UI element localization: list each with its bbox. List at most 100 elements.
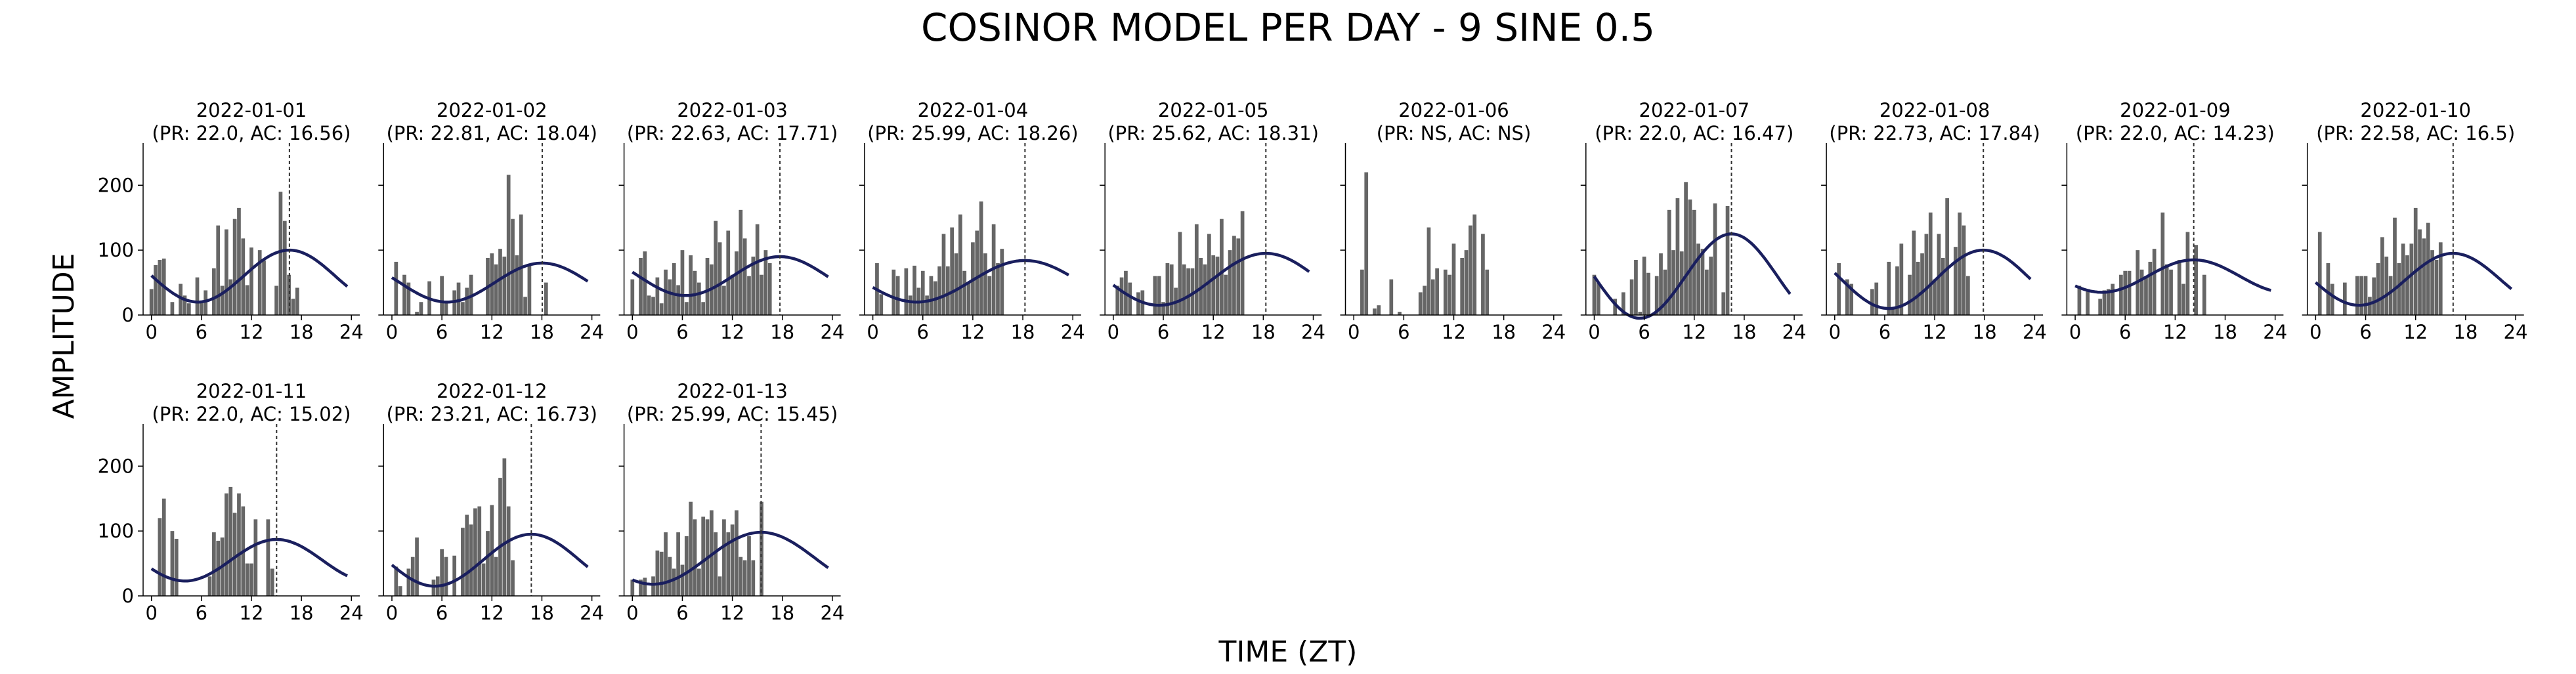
bar — [253, 519, 258, 596]
bar — [1642, 257, 1646, 315]
bar — [2148, 261, 2153, 315]
bar — [469, 524, 473, 596]
bar — [672, 263, 676, 315]
bar — [1891, 307, 1895, 315]
bar — [1870, 289, 1874, 315]
cosinor-fit-line — [2074, 258, 2271, 294]
x-tick-label: 18 — [770, 602, 794, 624]
panel: 2022-01-13(PR: 25.99, AC: 15.45) 0 6 12 18 24 — [618, 380, 844, 624]
bar — [1451, 243, 1456, 315]
bar — [511, 219, 515, 315]
x-tick-label: 0 — [386, 602, 398, 624]
bar — [174, 538, 179, 596]
bar — [676, 532, 680, 596]
panel-stats: (PR: 25.99, AC: 15.45) — [627, 403, 838, 425]
bar — [1596, 282, 1600, 315]
panel-date: 2022-01-03 — [677, 99, 788, 121]
cosinor-fit-line — [632, 255, 829, 297]
x-tick-label: 6 — [1157, 321, 1169, 343]
cosinor-fit-line — [872, 259, 1069, 304]
bar — [2405, 255, 2409, 315]
figure-title: COSINOR MODEL PER DAY - 9 SINE 0.5 — [921, 5, 1655, 50]
bar — [220, 285, 225, 315]
bar — [693, 519, 697, 596]
x-tick-label: 0 — [1829, 321, 1841, 343]
x-tick-label: 6 — [196, 602, 207, 624]
bar — [1186, 268, 1190, 315]
panel-date: 2022-01-08 — [1879, 99, 1990, 121]
bar — [502, 257, 507, 315]
bar — [527, 264, 532, 315]
bar — [651, 297, 655, 315]
bar — [2397, 263, 2401, 315]
bar — [444, 303, 448, 315]
x-tick-label: 18 — [1732, 321, 1757, 343]
bar — [237, 207, 241, 315]
bar — [245, 563, 249, 596]
bar — [519, 214, 523, 315]
bar — [684, 536, 689, 596]
bar — [1953, 247, 1958, 315]
bar — [996, 263, 1000, 315]
bar — [925, 295, 929, 315]
bar — [1430, 279, 1435, 315]
bar — [962, 270, 967, 315]
panel-stats: (PR: 25.99, AC: 18.26) — [867, 122, 1078, 144]
x-tick-label: 24 — [339, 602, 364, 624]
bar — [718, 576, 722, 596]
bar — [1389, 279, 1394, 315]
bar — [2123, 270, 2128, 315]
bar — [1136, 292, 1140, 315]
bar — [2107, 289, 2111, 315]
x-tick-label: 24 — [1301, 321, 1325, 343]
x-tick-label: 18 — [1492, 321, 1516, 343]
bar — [182, 295, 187, 315]
x-tick-label: 18 — [530, 602, 554, 624]
bar — [735, 510, 739, 596]
bar — [2388, 276, 2393, 315]
bar — [705, 257, 710, 315]
cosinor-fit-line — [150, 248, 349, 304]
bar — [714, 532, 718, 596]
bar — [689, 501, 693, 596]
panel-date: 2022-01-12 — [437, 380, 547, 402]
bar — [1621, 292, 1625, 315]
x-tick-label: 0 — [626, 321, 638, 343]
bar — [2102, 290, 2107, 315]
panel-stats: (PR: 22.58, AC: 16.5) — [2316, 122, 2515, 144]
bar — [274, 285, 278, 315]
bar — [760, 274, 763, 315]
bar — [879, 294, 884, 315]
bar — [1240, 211, 1245, 315]
bar — [270, 568, 274, 596]
bar — [186, 303, 191, 315]
bar — [523, 297, 527, 315]
bar — [1928, 212, 1933, 315]
bar — [1373, 308, 1377, 315]
panel: 2022-01-04(PR: 25.99, AC: 18.26) 0 6 12 18 24 — [859, 99, 1085, 343]
bar — [904, 268, 909, 315]
bar — [975, 230, 979, 315]
bar — [1700, 249, 1705, 315]
bar — [643, 251, 647, 315]
bar — [228, 279, 233, 315]
bar — [987, 276, 992, 315]
bar — [1464, 250, 1469, 315]
bar — [693, 270, 697, 315]
bar — [718, 242, 722, 315]
bar — [1460, 257, 1465, 315]
cosinor-fit-line — [1593, 232, 1792, 320]
bar — [726, 230, 731, 315]
bar — [1675, 198, 1680, 315]
bar — [415, 537, 419, 596]
bar — [486, 531, 490, 596]
bar — [494, 557, 498, 596]
bar — [2160, 212, 2165, 315]
bar — [1448, 274, 1452, 315]
x-tick-label: 6 — [436, 321, 448, 343]
panel-date: 2022-01-11 — [196, 380, 307, 402]
bar — [1638, 312, 1642, 315]
bar — [701, 302, 706, 315]
panel: 2022-01-12(PR: 23.21, AC: 16.73) 0 6 12 18 24 — [378, 380, 604, 624]
panel: 2022-01-05(PR: 25.62, AC: 18.31) 0 6 12 18 24 — [1100, 99, 1325, 343]
